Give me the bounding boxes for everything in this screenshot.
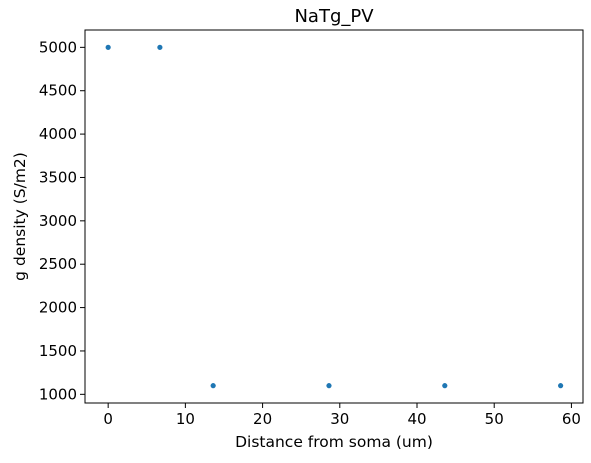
x-tick-label: 50: [485, 410, 504, 428]
y-tick-label: 2500: [39, 255, 77, 273]
data-point: [326, 383, 331, 388]
x-tick-label: 0: [103, 410, 113, 428]
data-point: [157, 45, 162, 50]
x-tick-label: 60: [562, 410, 581, 428]
plot-area: [85, 30, 583, 403]
data-point: [442, 383, 447, 388]
y-tick-label: 3500: [39, 168, 77, 186]
y-axis: 1000 1500 2000 2500 3000 3500 4000 4500 5000: [39, 38, 85, 403]
y-tick-label: 5000: [39, 38, 77, 56]
data-points: [106, 45, 564, 389]
data-point: [106, 45, 111, 50]
y-tick-label: 3000: [39, 212, 77, 230]
chart-title: NaTg_PV: [294, 6, 374, 27]
y-tick-label: 2000: [39, 299, 77, 317]
x-tick-label: 30: [330, 410, 349, 428]
y-tick-label: 4500: [39, 82, 77, 100]
y-tick-label: 1500: [39, 342, 77, 360]
x-tick-label: 10: [176, 410, 195, 428]
x-axis-label: Distance from soma (um): [235, 433, 433, 451]
y-axis-label: g density (S/m2): [11, 152, 29, 281]
data-point: [558, 383, 563, 388]
y-tick-label: 4000: [39, 125, 77, 143]
y-tick-label: 1000: [39, 385, 77, 403]
plot-frame: [85, 30, 583, 403]
x-axis: 0 10 20 30 40 50 60: [103, 403, 581, 428]
x-tick-label: 40: [407, 410, 426, 428]
data-point: [211, 383, 216, 388]
x-tick-label: 20: [253, 410, 272, 428]
